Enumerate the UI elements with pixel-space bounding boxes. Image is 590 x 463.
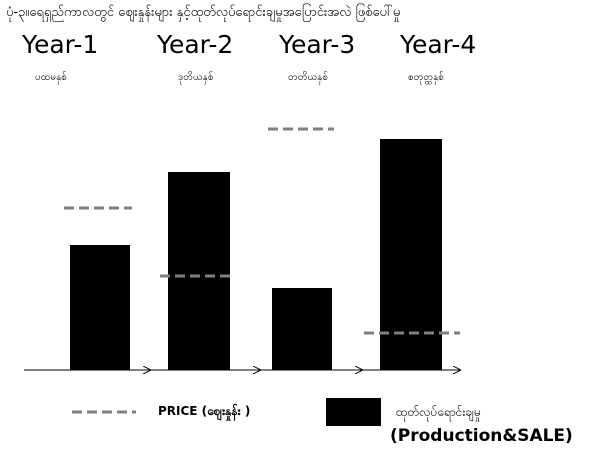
category-label-year-4: Year-4 — [400, 30, 477, 59]
category-sublabel-year-3: တတိယနှစ် — [288, 72, 328, 83]
category-label-year-2: Year-2 — [157, 30, 234, 59]
category-label-year-1: Year-1 — [22, 30, 99, 59]
legend-sale-label-en: (Production&SALE) — [390, 426, 573, 446]
bar-year-3 — [272, 288, 332, 370]
bar-year-1 — [70, 245, 130, 370]
category-sublabel-year-4: စတုတ္ထနှစ် — [408, 72, 444, 83]
category-sublabel-year-1: ပထမနှစ် — [35, 72, 67, 83]
category-label-year-3: Year-3 — [279, 30, 356, 59]
category-sublabel-year-2: ဒုတိယနှစ် — [178, 72, 214, 83]
legend-sale-label-mm: ထုတ်လုပ်ရောင်းချမှု — [396, 405, 481, 419]
chart-title: ပုံ-၃။ရေရှည်ကာလတွင် ဈေးနှုန်းများ နှင့်ထ… — [6, 5, 401, 20]
legend-sale-swatch — [326, 398, 381, 426]
bar-year-4 — [380, 139, 442, 370]
legend-price-label: PRICE (ဈေးနှုန်း ) — [158, 404, 251, 418]
bar-year-2 — [168, 172, 230, 370]
